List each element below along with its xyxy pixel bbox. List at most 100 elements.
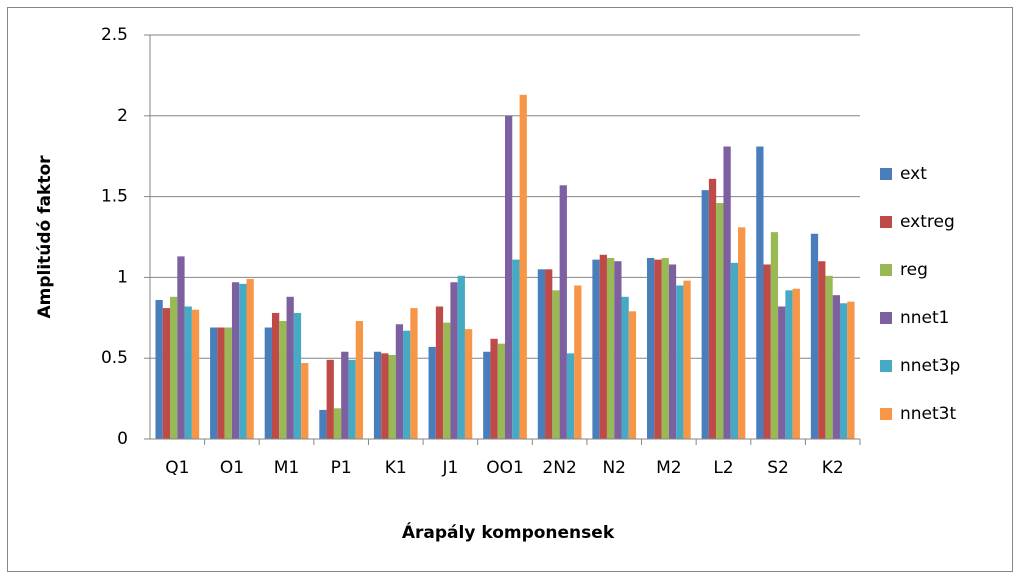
y-tick-label: 0 [117,429,128,449]
bar [381,353,389,439]
bar [373,351,382,439]
bar [614,261,622,439]
bar [326,359,334,439]
x-tick-label: K2 [822,458,844,478]
x-tick-label: N2 [602,458,626,478]
bar [341,351,349,439]
bar [319,409,327,439]
bar [839,303,848,439]
x-tick-label: 2N2 [542,458,576,478]
bar [428,346,436,439]
x-tick-label: OO1 [486,458,524,478]
bar [647,258,655,439]
bar [592,259,600,439]
bar [730,262,739,439]
y-tick-label: 0.5 [101,348,128,368]
legend-label: nnet3p [900,356,960,376]
bar [519,94,527,440]
legend-label: nnet3t [900,404,956,424]
y-tick-label: 1.5 [101,187,128,207]
legend-swatch [880,264,892,276]
legend-label: nnet1 [900,308,950,328]
bar [545,269,553,439]
bar [621,296,629,439]
x-tick-label: M2 [656,458,681,478]
bar [832,295,840,439]
bar [818,261,826,439]
legend-swatch [880,168,892,180]
bar [552,290,560,439]
x-tick-label: K1 [385,458,407,478]
bar [599,254,607,439]
bar [355,321,363,439]
bar [723,146,731,439]
legend-swatch [880,312,892,324]
bar [162,308,171,439]
bar [450,282,458,439]
bar [403,330,411,439]
bar [224,327,232,439]
bar [457,275,465,439]
legend-label: reg [900,260,928,280]
bar [847,301,855,439]
bar [676,285,684,439]
y-tick-label: 1 [117,267,128,287]
bar [716,203,724,439]
bar [490,338,498,439]
bar [177,256,185,439]
bar [792,288,800,439]
legend-label: ext [900,164,927,184]
bar [395,324,404,439]
bar [810,233,819,439]
y-tick-label: 2.5 [101,25,128,45]
bar [701,190,709,439]
bar [246,279,254,439]
bar [785,290,793,439]
bar [388,354,396,439]
bar [483,351,491,439]
bar [184,306,192,439]
legend-swatch [880,216,892,228]
bar [410,308,418,439]
y-axis-title: Amplitúdó faktor [35,155,55,319]
bar [770,232,779,439]
bar [825,275,833,439]
legend-swatch [880,408,892,420]
bar [574,285,582,439]
bar [537,269,546,439]
bar [738,227,746,439]
bar [763,264,771,439]
bar [286,296,294,439]
bar [497,343,505,439]
bar [191,309,200,439]
bar [348,359,356,439]
bar [512,259,520,439]
y-tick-label: 2 [117,106,128,126]
x-tick-label: M1 [274,458,299,478]
bar [217,327,225,439]
bar [264,327,272,439]
bar [301,363,309,439]
bar [628,311,637,439]
x-tick-label: J1 [441,458,458,478]
bar [566,353,575,439]
bar [708,178,717,439]
bar [293,312,302,439]
bar [333,408,342,439]
x-tick-label: O1 [220,458,244,478]
bar [155,300,163,439]
x-tick-label: L2 [713,458,733,478]
bar [606,258,615,439]
bar [654,259,662,439]
bar [559,185,567,439]
bar [271,312,280,439]
bar [668,264,677,439]
bar [683,280,691,439]
bar [661,258,669,439]
legend-label: extreg [900,212,955,232]
bar [210,327,218,439]
bar [435,306,444,439]
bar [505,115,513,440]
x-axis-title: Árapály komponensek [402,521,615,543]
bar [778,306,786,439]
